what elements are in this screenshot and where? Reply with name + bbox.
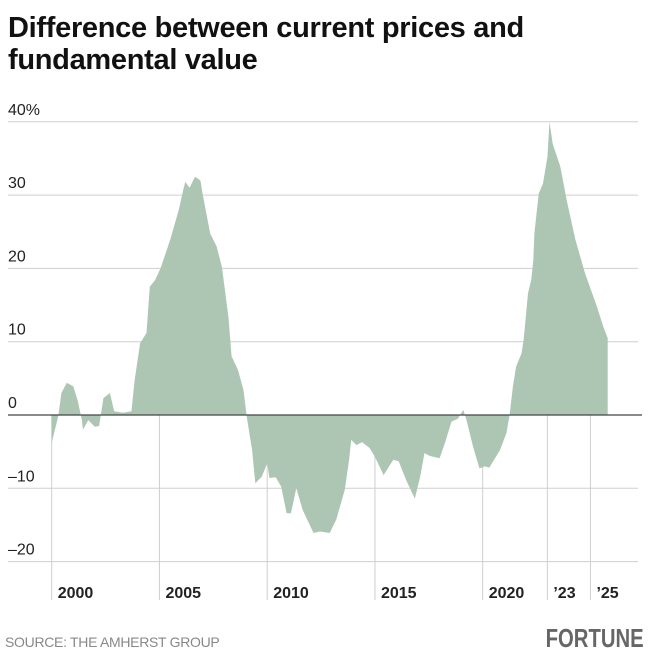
y-tick-label: 40% (8, 102, 40, 119)
x-tick-label: ’23 (553, 585, 575, 602)
x-tick-label: 2010 (273, 585, 309, 602)
x-tick-label: 2020 (489, 585, 525, 602)
y-tick-label: 0 (8, 395, 17, 412)
source-note: SOURCE: THE AMHERST GROUP (5, 634, 220, 650)
chart-title: Difference between current prices and fu… (8, 12, 524, 76)
y-tick-label: 20 (8, 248, 26, 265)
y-axis-labels: 40% 30 20 10 0 –10 –20 (8, 102, 40, 559)
y-tick-label: –10 (8, 468, 35, 485)
x-tick-label: 2005 (165, 585, 201, 602)
x-tick-label: ’25 (596, 585, 618, 602)
y-tick-label: –20 (8, 542, 35, 559)
x-tick-lines (51, 415, 591, 600)
area-series (51, 121, 608, 534)
x-axis-labels: 2000 2005 2010 2015 2020 ’23 ’25 (58, 585, 619, 602)
x-tick-label: 2015 (381, 585, 417, 602)
y-tick-label: 10 (8, 322, 26, 339)
x-tick-label: 2000 (58, 585, 94, 602)
y-tick-label: 30 (8, 175, 26, 192)
fortune-logo: FORTUNE (545, 623, 644, 653)
